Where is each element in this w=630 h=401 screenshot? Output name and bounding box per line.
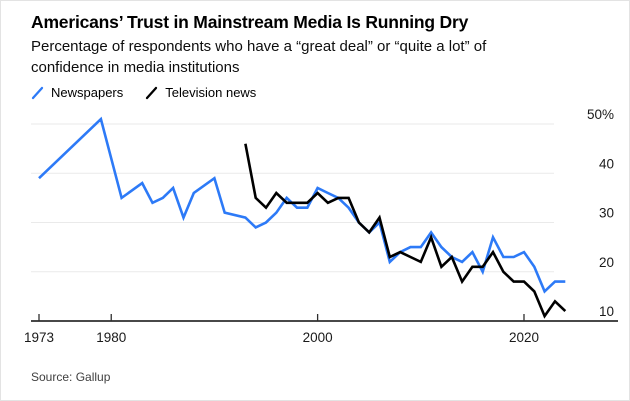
y-axis-tick-label: 10 (599, 304, 614, 319)
x-axis-tick-label: 1980 (96, 330, 126, 345)
y-axis-tick-label: 40 (599, 156, 614, 171)
chart-subtitle: Percentage of respondents who have a “gr… (31, 38, 487, 76)
x-axis-tick-label: 1973 (24, 330, 54, 345)
television-news-line (244, 143, 567, 319)
y-axis-tick-label: 50% (587, 107, 614, 122)
newspapers-line-swatch-icon (31, 86, 44, 99)
legend-item-newspapers: Newspapers (31, 85, 123, 100)
x-axis-tick-label: 2020 (509, 330, 539, 345)
newspapers-line (38, 116, 566, 294)
legend-label-newspapers: Newspapers (51, 85, 124, 100)
television-news-line-swatch-icon (146, 86, 158, 99)
source-note: Source: Gallup (31, 370, 111, 384)
legend-label-television-news: Television news (165, 85, 257, 100)
y-axis-tick-label: 30 (599, 206, 614, 221)
y-axis-tick-label: 20 (599, 255, 614, 270)
x-axis-tick-label: 2000 (303, 330, 333, 345)
chart-title: Americans’ Trust in Mainstream Media Is … (31, 12, 469, 32)
legend-item-television-news: Television news (145, 85, 256, 100)
chart-legend: Newspapers Television news (31, 85, 256, 100)
